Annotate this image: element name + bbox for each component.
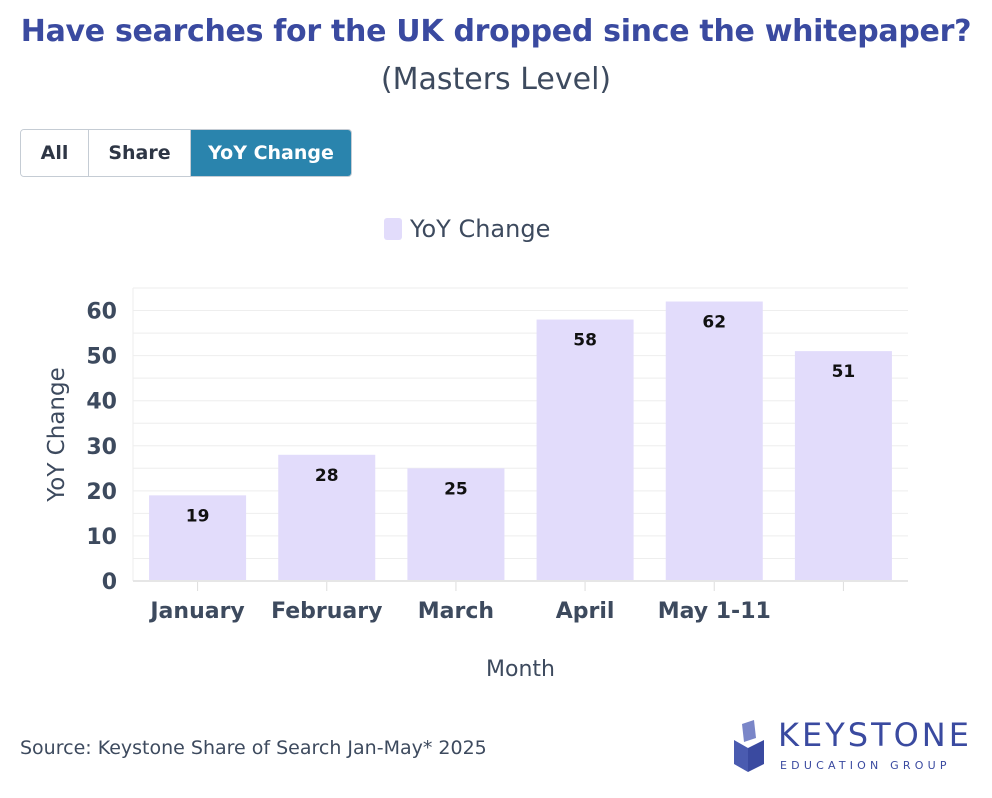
data-label: 19 [186, 506, 210, 526]
legend-swatch [384, 218, 402, 240]
logo-wordmark: KEYSTONE [778, 716, 972, 754]
y-tick-label: 60 [86, 300, 117, 325]
chart-subtitle: (Masters Level) [380, 62, 612, 97]
chart-legend[interactable]: YoY Change [384, 215, 550, 243]
x-tick-label: April [556, 599, 615, 624]
x-axis-title: Month [486, 657, 555, 682]
toggle-all-button[interactable]: All [21, 130, 89, 176]
bar [665, 301, 763, 581]
bar [278, 454, 376, 581]
y-tick-label: 0 [102, 570, 117, 595]
y-tick-label: 20 [86, 480, 117, 505]
toggle-yoy-change-button[interactable]: YoY Change [191, 130, 351, 176]
y-tick-label: 40 [86, 390, 117, 415]
bar [794, 351, 892, 581]
y-tick-label: 30 [86, 435, 117, 460]
data-label: 58 [573, 331, 597, 351]
y-tick-label: 50 [86, 345, 117, 370]
data-label: 62 [702, 313, 726, 333]
data-label: 51 [832, 362, 856, 382]
data-label: 25 [444, 479, 468, 499]
x-tick-label: January [148, 599, 244, 624]
keystone-logo: KEYSTONE EDUCATION GROUP [730, 716, 976, 776]
keystone-logo-icon [734, 720, 764, 772]
view-toggle-group: All Share YoY Change [20, 129, 352, 177]
bar-chart: 0 10 20 30 40 50 60 19 January 28 February 25 March 5… [44, 287, 908, 682]
legend-label: YoY Change [410, 215, 551, 243]
chart-title: Have searches for the UK dropped since t… [20, 14, 972, 49]
y-axis-title: YoY Change [44, 367, 70, 503]
data-label: 28 [315, 466, 339, 486]
x-tick-label: March [418, 599, 494, 624]
toggle-share-button[interactable]: Share [89, 130, 191, 176]
x-tick-label: February [271, 599, 382, 624]
source-note: Source: Keystone Share of Search Jan-May… [20, 737, 487, 759]
bar [407, 468, 505, 581]
y-tick-label: 10 [86, 525, 117, 550]
logo-tagline: EDUCATION GROUP [780, 759, 951, 772]
x-tick-label: May 1-11 [658, 599, 771, 624]
bar [536, 319, 634, 581]
bar [149, 495, 247, 581]
